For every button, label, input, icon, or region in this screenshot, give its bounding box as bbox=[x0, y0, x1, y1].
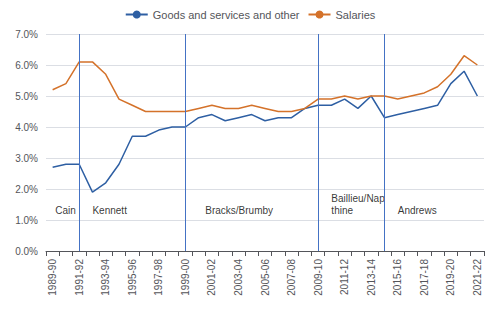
svg-text:1989-90: 1989-90 bbox=[47, 259, 58, 296]
svg-text:1993-94: 1993-94 bbox=[100, 259, 111, 296]
svg-text:2.0%: 2.0% bbox=[15, 184, 38, 195]
svg-text:2017-18: 2017-18 bbox=[419, 259, 430, 296]
svg-text:7.0%: 7.0% bbox=[15, 29, 38, 40]
svg-text:5.0%: 5.0% bbox=[15, 91, 38, 102]
svg-text:1.0%: 1.0% bbox=[15, 215, 38, 226]
svg-text:2005-06: 2005-06 bbox=[260, 259, 271, 296]
svg-text:6.0%: 6.0% bbox=[15, 60, 38, 71]
svg-text:Andrews: Andrews bbox=[398, 205, 437, 216]
svg-text:4.0%: 4.0% bbox=[15, 122, 38, 133]
svg-text:2001-02: 2001-02 bbox=[206, 259, 217, 296]
svg-text:thine: thine bbox=[331, 205, 353, 216]
svg-text:2007-08: 2007-08 bbox=[286, 259, 297, 296]
svg-text:1997-98: 1997-98 bbox=[153, 259, 164, 296]
svg-text:Bracks/Brumby: Bracks/Brumby bbox=[205, 205, 273, 216]
svg-text:2015-16: 2015-16 bbox=[392, 259, 403, 296]
svg-text:1991-92: 1991-92 bbox=[74, 259, 85, 296]
svg-text:1999-00: 1999-00 bbox=[180, 259, 191, 296]
svg-text:0.0%: 0.0% bbox=[15, 246, 38, 257]
svg-text:Kennett: Kennett bbox=[92, 205, 127, 216]
svg-text:Goods and services and other: Goods and services and other bbox=[153, 9, 300, 21]
svg-text:Salaries: Salaries bbox=[336, 9, 376, 21]
svg-text:3.0%: 3.0% bbox=[15, 153, 38, 164]
svg-text:1995-96: 1995-96 bbox=[127, 259, 138, 296]
svg-text:2013-14: 2013-14 bbox=[366, 259, 377, 296]
svg-text:Baillieu/Nap: Baillieu/Nap bbox=[331, 193, 385, 204]
svg-text:2009-10: 2009-10 bbox=[313, 259, 324, 296]
svg-text:2011-12: 2011-12 bbox=[339, 259, 350, 295]
svg-text:2021-22: 2021-22 bbox=[472, 259, 483, 296]
svg-text:2003-04: 2003-04 bbox=[233, 259, 244, 296]
svg-text:Cain: Cain bbox=[55, 205, 76, 216]
svg-text:2019-20: 2019-20 bbox=[445, 259, 456, 296]
